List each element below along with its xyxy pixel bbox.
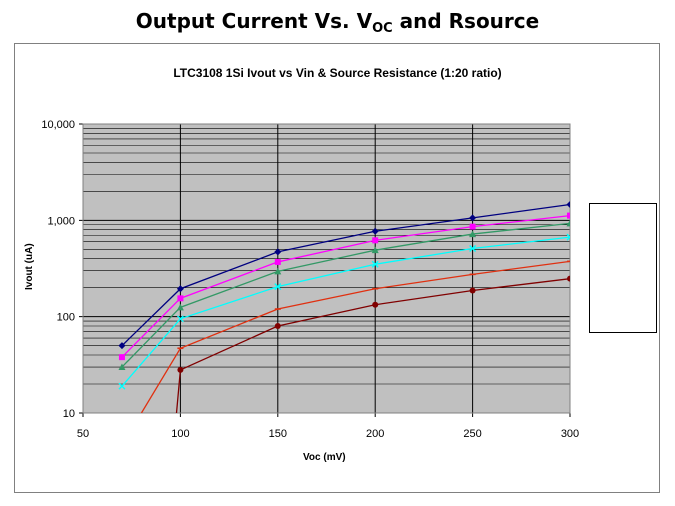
data-point	[176, 285, 184, 293]
legend	[589, 203, 657, 333]
slide-title-subscript: OC	[372, 21, 393, 36]
data-point	[371, 246, 379, 254]
data-point-shape	[118, 363, 126, 371]
slide-title-tail: and Rsource	[392, 9, 540, 33]
data-point	[566, 201, 570, 209]
data-point-shape	[469, 214, 477, 222]
data-point-shape	[274, 267, 282, 275]
data-point-shape	[274, 258, 281, 265]
data-point-shape	[371, 246, 379, 254]
data-point-shape	[176, 303, 184, 311]
data-point	[274, 323, 281, 330]
data-point-shape	[176, 315, 184, 323]
data-point	[176, 303, 184, 311]
y-tick-label: 10	[63, 408, 75, 420]
x-tick-label: 150	[269, 428, 287, 440]
data-point-shape	[566, 219, 570, 227]
data-point	[176, 315, 184, 323]
data-point	[177, 366, 184, 373]
y-tick-label: 1,000	[47, 215, 75, 227]
data-point-shape	[177, 295, 184, 302]
data-point	[372, 237, 379, 244]
y-axis-label: Ivout (uA)	[24, 243, 35, 290]
data-point-shape	[118, 382, 126, 390]
data-point	[469, 287, 476, 294]
data-point	[469, 214, 477, 222]
data-point-shape	[274, 323, 281, 330]
data-point	[118, 342, 126, 350]
data-point-shape	[176, 285, 184, 293]
data-point-shape	[469, 223, 476, 230]
y-tick-label: 10,000	[41, 119, 75, 131]
slide-title: Output Current Vs. VOC and Rsource	[0, 9, 675, 36]
series-line-1-ohm	[121, 203, 570, 347]
plot-border	[82, 123, 571, 414]
series-group	[118, 201, 570, 413]
data-point	[566, 233, 570, 241]
y-tick-label: 100	[57, 312, 75, 324]
data-point	[177, 295, 184, 302]
data-point-shape	[566, 201, 570, 209]
data-point-shape	[274, 283, 282, 291]
series-line-5-ohm	[121, 236, 570, 387]
data-point	[274, 258, 281, 265]
series-line-2-ohm	[121, 214, 570, 358]
data-point	[118, 363, 126, 371]
data-point	[371, 227, 379, 235]
data-point	[274, 248, 282, 256]
data-point-shape	[118, 342, 126, 350]
x-tick-label: 50	[77, 428, 89, 440]
x-axis-label: Voc (mV)	[303, 452, 346, 463]
series-line-10-ohm	[140, 260, 570, 413]
data-point	[118, 354, 125, 361]
x-tick-label: 100	[171, 428, 189, 440]
data-point	[371, 260, 379, 268]
data-point	[469, 245, 477, 252]
data-point-shape	[372, 237, 379, 244]
chart-title: LTC3108 1Si Ivout vs Vin & Source Resist…	[173, 66, 502, 80]
data-point	[274, 283, 282, 291]
data-point-shape	[177, 366, 184, 373]
data-point	[372, 301, 379, 308]
data-point	[567, 212, 570, 219]
data-point	[118, 382, 126, 390]
data-point-shape	[371, 227, 379, 235]
slide-title-main: Output Current Vs. V	[135, 9, 373, 33]
data-point-shape	[567, 275, 570, 282]
data-point-shape	[371, 260, 379, 268]
plot-area	[83, 124, 570, 413]
data-point-shape	[372, 301, 379, 308]
data-point	[274, 267, 282, 275]
data-point	[566, 219, 570, 227]
data-point	[469, 223, 476, 230]
series-line-15-ohm	[175, 278, 570, 413]
data-point-shape	[566, 233, 570, 241]
data-point-shape	[567, 212, 570, 219]
x-tick-label: 250	[463, 428, 481, 440]
data-point-shape	[118, 354, 125, 361]
data-point	[469, 230, 477, 238]
data-point-shape	[469, 230, 477, 238]
data-point-shape	[469, 287, 476, 294]
series-line-3-ohm	[121, 222, 570, 368]
x-tick-label: 200	[366, 428, 384, 440]
data-point	[567, 275, 570, 282]
data-point-shape	[274, 248, 282, 256]
x-tick-label: 300	[561, 428, 579, 440]
data-point-shape	[469, 245, 477, 252]
